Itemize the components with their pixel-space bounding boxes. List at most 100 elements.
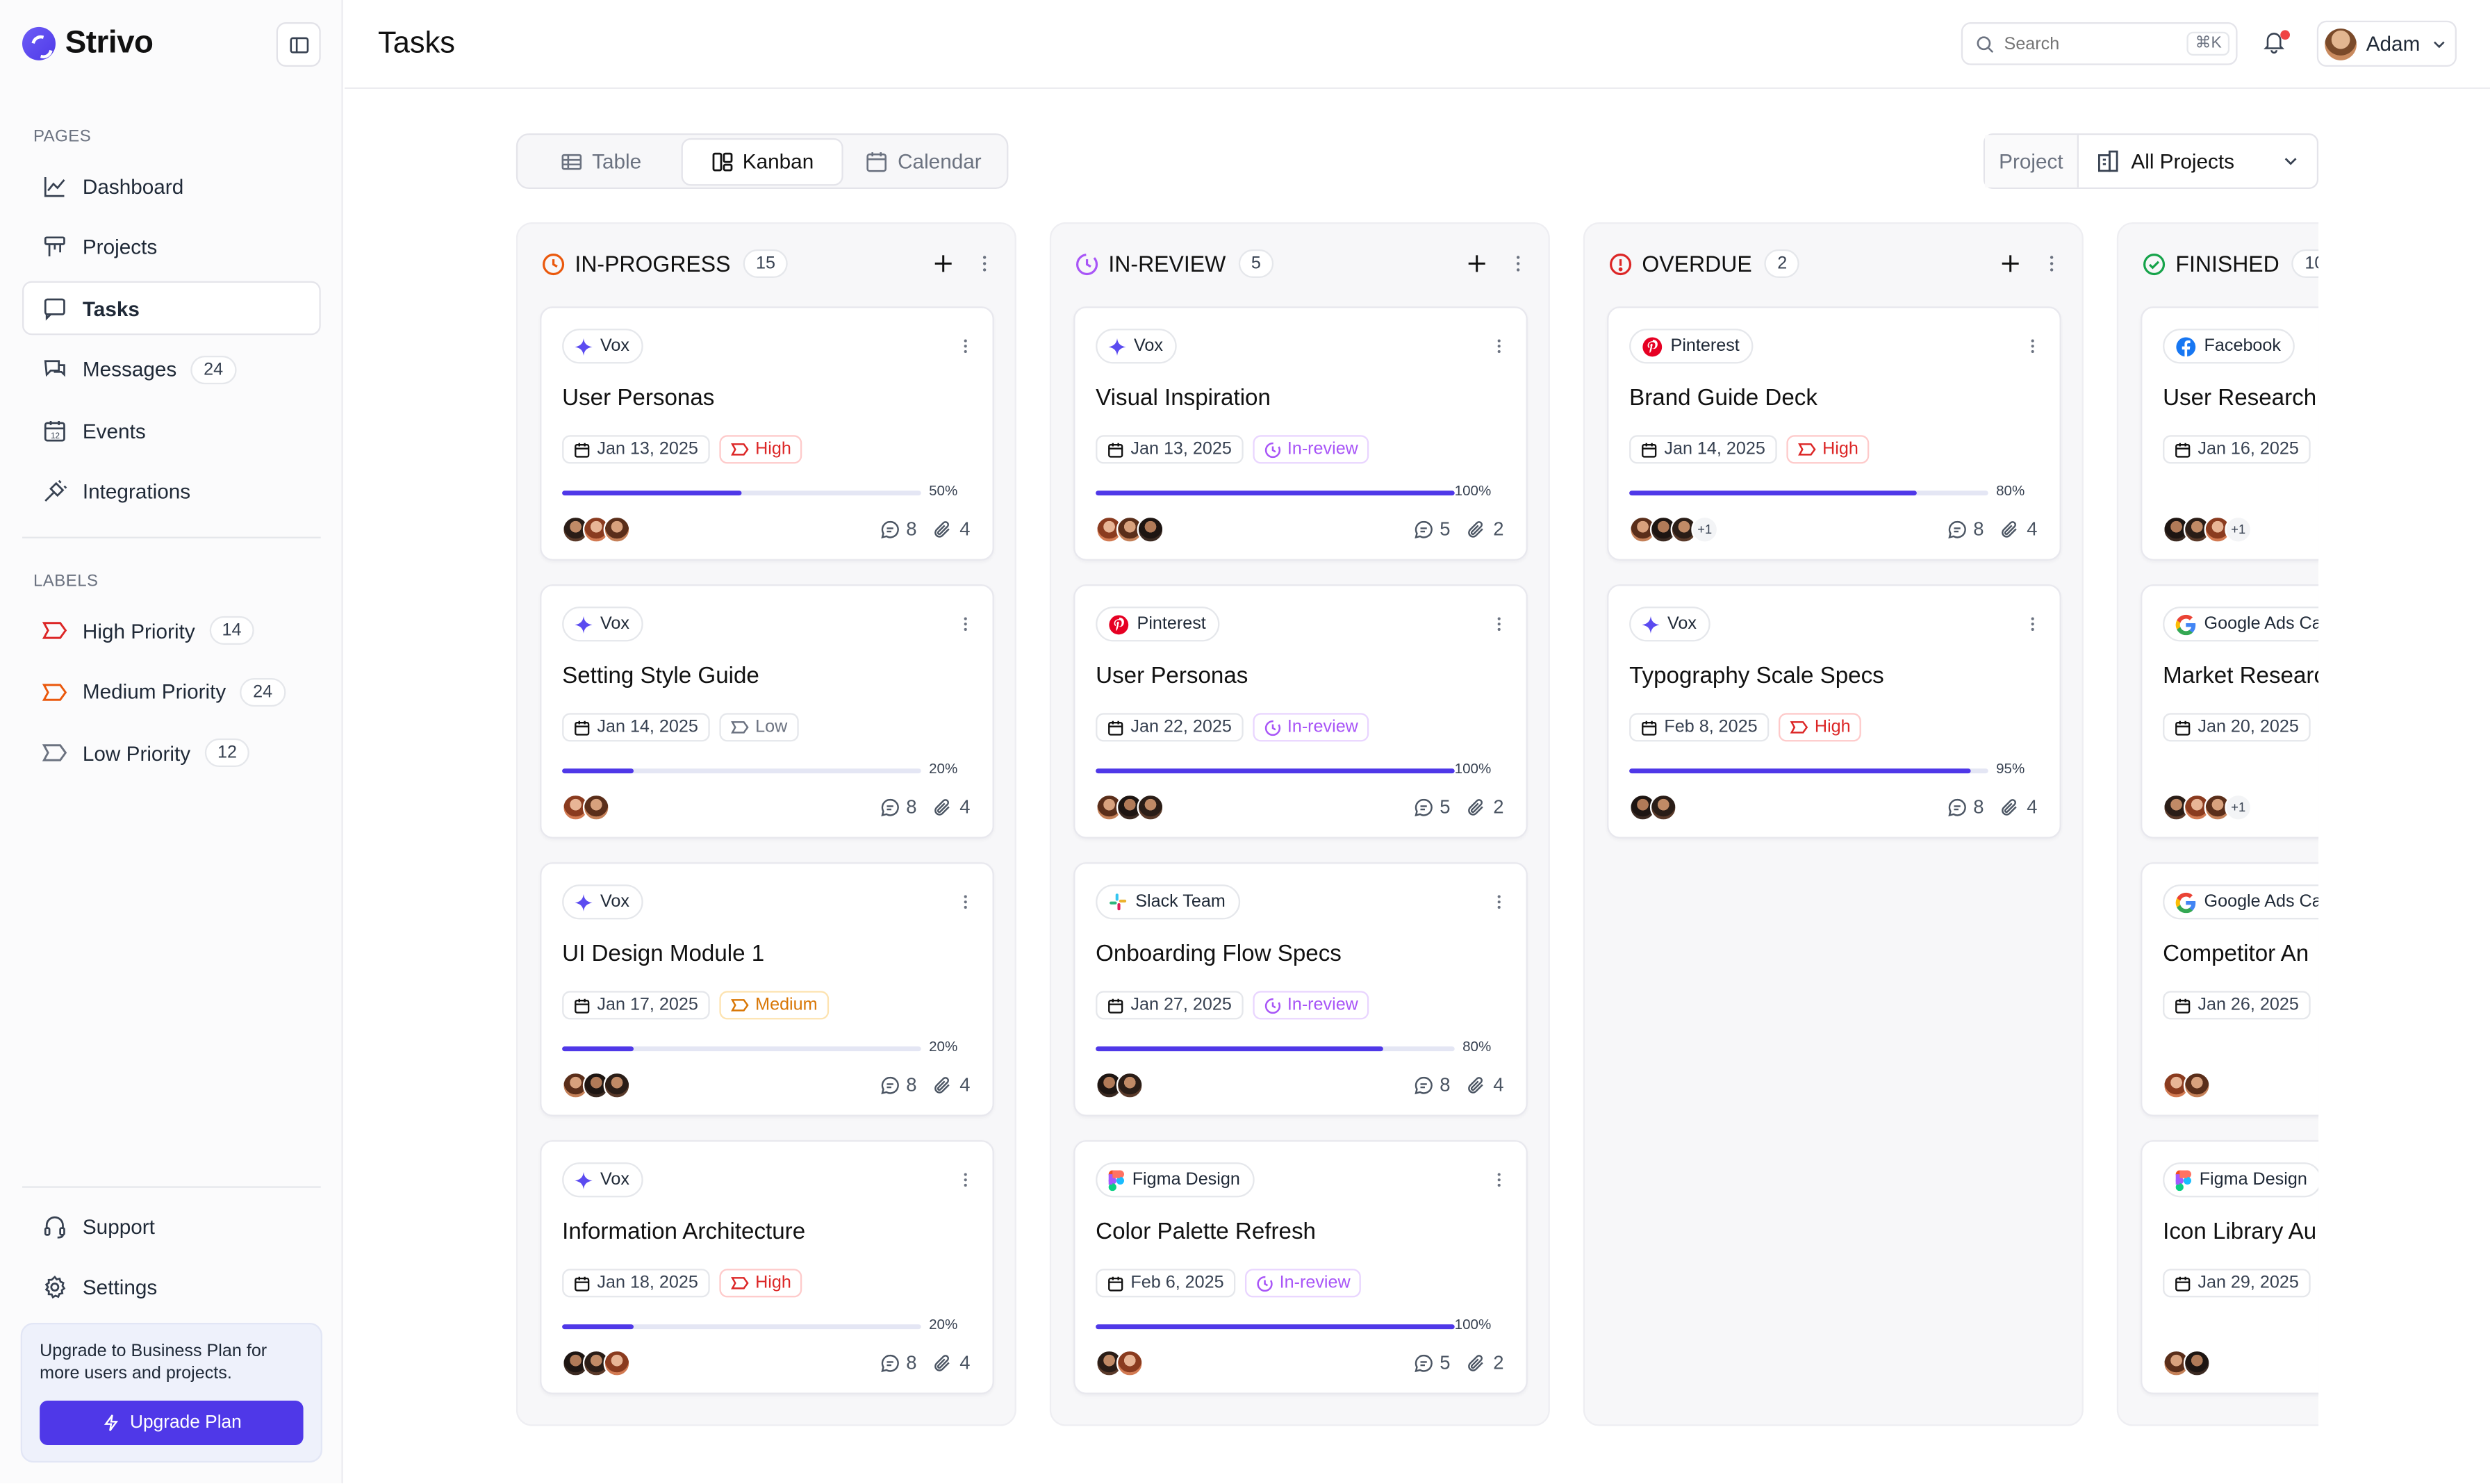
assignee-avatar[interactable] bbox=[1649, 516, 1677, 543]
assignee-avatar[interactable] bbox=[1137, 516, 1164, 543]
more-vertical-icon[interactable] bbox=[1494, 337, 1504, 356]
project-tag[interactable]: Vox bbox=[562, 884, 644, 920]
more-vertical-icon[interactable] bbox=[2028, 615, 2038, 634]
task-card[interactable]: Vox Information Architecture Jan 18, 202… bbox=[540, 1140, 994, 1394]
assignee-avatar[interactable] bbox=[603, 1071, 631, 1099]
comments-count[interactable]: 8 bbox=[1946, 795, 1984, 818]
project-filter-select[interactable]: All Projects bbox=[2079, 149, 2317, 173]
more-assignees-badge[interactable]: +1 bbox=[2225, 793, 2252, 821]
sidebar-item-tasks[interactable]: Tasks bbox=[22, 281, 321, 336]
project-tag[interactable]: Vox bbox=[562, 1162, 644, 1198]
task-card[interactable]: Vox Typography Scale Specs Feb 8, 2025 H… bbox=[1607, 584, 2061, 839]
project-tag[interactable]: Facebook bbox=[2163, 329, 2295, 364]
task-card[interactable]: Google Ads Ca Market Researc Jan 20, 202… bbox=[2141, 584, 2319, 839]
sidebar-item-integrations[interactable]: Integrations bbox=[22, 465, 321, 519]
task-card[interactable]: Vox Visual Inspiration Jan 13, 2025 In-r… bbox=[1073, 306, 1528, 561]
tab-kanban[interactable]: Kanban bbox=[680, 137, 844, 186]
assignee-avatar[interactable] bbox=[2183, 1071, 2211, 1099]
more-vertical-icon[interactable] bbox=[1494, 1171, 1504, 1189]
project-tag[interactable]: Pinterest bbox=[1629, 329, 1754, 364]
more-vertical-icon[interactable] bbox=[961, 337, 971, 356]
comments-count[interactable]: 8 bbox=[879, 795, 917, 818]
sidebar-item-projects[interactable]: Projects bbox=[22, 220, 321, 274]
project-tag[interactable]: Pinterest bbox=[1096, 607, 1221, 642]
task-card[interactable]: Vox User Personas Jan 13, 2025 High 50% bbox=[540, 306, 994, 561]
add-icon[interactable] bbox=[2000, 252, 2022, 274]
sidebar-item-settings[interactable]: Settings bbox=[22, 1260, 321, 1314]
task-card[interactable]: Figma Design Color Palette Refresh Feb 6… bbox=[1073, 1140, 1528, 1394]
more-vertical-icon[interactable] bbox=[1510, 252, 1526, 274]
attachments-count[interactable]: 2 bbox=[1466, 795, 1504, 818]
tab-calendar[interactable]: Calendar bbox=[843, 138, 1003, 186]
sidebar-item-support[interactable]: Support bbox=[22, 1199, 321, 1253]
assignee-avatar[interactable] bbox=[2183, 1349, 2211, 1377]
add-icon[interactable] bbox=[932, 252, 955, 274]
tab-table[interactable]: Table bbox=[521, 138, 681, 186]
task-card[interactable]: Figma Design Icon Library Au Jan 29, 202… bbox=[2141, 1140, 2319, 1394]
project-tag[interactable]: Google Ads Ca bbox=[2163, 884, 2319, 920]
task-card[interactable]: Facebook User Research Jan 16, 2025 +1 bbox=[2141, 306, 2319, 561]
more-vertical-icon[interactable] bbox=[1494, 893, 1504, 912]
comments-count[interactable]: 8 bbox=[879, 1073, 917, 1096]
assignee-avatar[interactable] bbox=[582, 793, 610, 821]
comments-count[interactable]: 8 bbox=[879, 518, 917, 540]
comments-count[interactable]: 5 bbox=[1412, 1351, 1451, 1374]
attachments-count[interactable]: 2 bbox=[1466, 1351, 1504, 1374]
more-vertical-icon[interactable] bbox=[2044, 252, 2060, 274]
label-item-high-priority[interactable]: High Priority 14 bbox=[22, 604, 321, 658]
user-menu-button[interactable]: Adam bbox=[2316, 20, 2457, 67]
sidebar-item-dashboard[interactable]: Dashboard bbox=[22, 159, 321, 213]
project-tag[interactable]: Google Ads Ca bbox=[2163, 607, 2319, 642]
project-tag[interactable]: Vox bbox=[1096, 329, 1178, 364]
more-vertical-icon[interactable] bbox=[961, 893, 971, 912]
more-vertical-icon[interactable] bbox=[961, 615, 971, 634]
assignee-avatar[interactable] bbox=[1096, 1349, 1123, 1377]
task-card[interactable]: Pinterest User Personas Jan 22, 2025 In-… bbox=[1073, 584, 1528, 839]
task-card[interactable]: Slack Team Onboarding Flow Specs Jan 27,… bbox=[1073, 862, 1528, 1116]
attachments-count[interactable]: 4 bbox=[932, 518, 971, 540]
project-tag[interactable]: Figma Design bbox=[1096, 1162, 1255, 1198]
search-box[interactable]: ⌘K bbox=[1961, 22, 2238, 65]
more-assignees-badge[interactable]: +1 bbox=[1691, 516, 1719, 543]
attachments-count[interactable]: 4 bbox=[2000, 518, 2038, 540]
comments-count[interactable]: 8 bbox=[1946, 518, 1984, 540]
attachments-count[interactable]: 4 bbox=[932, 1351, 971, 1374]
project-filter[interactable]: Project All Projects bbox=[1983, 133, 2319, 189]
assignee-avatar[interactable] bbox=[603, 516, 631, 543]
assignee-avatar[interactable] bbox=[1137, 793, 1164, 821]
label-item-low-priority[interactable]: Low Priority 12 bbox=[22, 726, 321, 780]
search-input[interactable] bbox=[2004, 34, 2176, 53]
comments-count[interactable]: 5 bbox=[1412, 518, 1451, 540]
sidebar-item-events[interactable]: 12 Events bbox=[22, 404, 321, 458]
more-vertical-icon[interactable] bbox=[1494, 615, 1504, 634]
project-tag[interactable]: Figma Design bbox=[2163, 1162, 2319, 1198]
attachments-count[interactable]: 4 bbox=[1466, 1073, 1504, 1096]
brand[interactable]: Strivo bbox=[22, 26, 154, 63]
task-card[interactable]: Google Ads Ca Competitor An Jan 26, 2025 bbox=[2141, 862, 2319, 1116]
attachments-count[interactable]: 4 bbox=[2000, 795, 2038, 818]
task-card[interactable]: Pinterest Brand Guide Deck Jan 14, 2025 … bbox=[1607, 306, 2061, 561]
task-card[interactable]: Vox Setting Style Guide Jan 14, 2025 Low… bbox=[540, 584, 994, 839]
sidebar-item-messages[interactable]: Messages 24 bbox=[22, 343, 321, 397]
project-tag[interactable]: Vox bbox=[562, 607, 644, 642]
upgrade-plan-button[interactable]: Upgrade Plan bbox=[40, 1400, 304, 1445]
assignee-avatar[interactable] bbox=[603, 1349, 631, 1377]
attachments-count[interactable]: 2 bbox=[1466, 518, 1504, 540]
project-tag[interactable]: Vox bbox=[1629, 607, 1711, 642]
comments-count[interactable]: 8 bbox=[1412, 1073, 1451, 1096]
notification-bell-icon[interactable] bbox=[2261, 28, 2287, 54]
more-vertical-icon[interactable] bbox=[2028, 337, 2038, 356]
assignee-avatar[interactable] bbox=[1649, 793, 1677, 821]
sidebar-collapse-button[interactable] bbox=[276, 22, 321, 67]
comments-count[interactable]: 5 bbox=[1412, 795, 1451, 818]
assignee-avatar[interactable] bbox=[1116, 1071, 1144, 1099]
more-vertical-icon[interactable] bbox=[961, 1171, 971, 1189]
assignee-avatar[interactable] bbox=[1116, 1349, 1144, 1377]
project-tag[interactable]: Slack Team bbox=[1096, 884, 1240, 920]
attachments-count[interactable]: 4 bbox=[932, 795, 971, 818]
attachments-count[interactable]: 4 bbox=[932, 1073, 971, 1096]
label-item-medium-priority[interactable]: Medium Priority 24 bbox=[22, 665, 321, 719]
project-tag[interactable]: Vox bbox=[562, 329, 644, 364]
task-card[interactable]: Vox UI Design Module 1 Jan 17, 2025 Medi… bbox=[540, 862, 994, 1116]
add-icon[interactable] bbox=[1466, 252, 1488, 274]
